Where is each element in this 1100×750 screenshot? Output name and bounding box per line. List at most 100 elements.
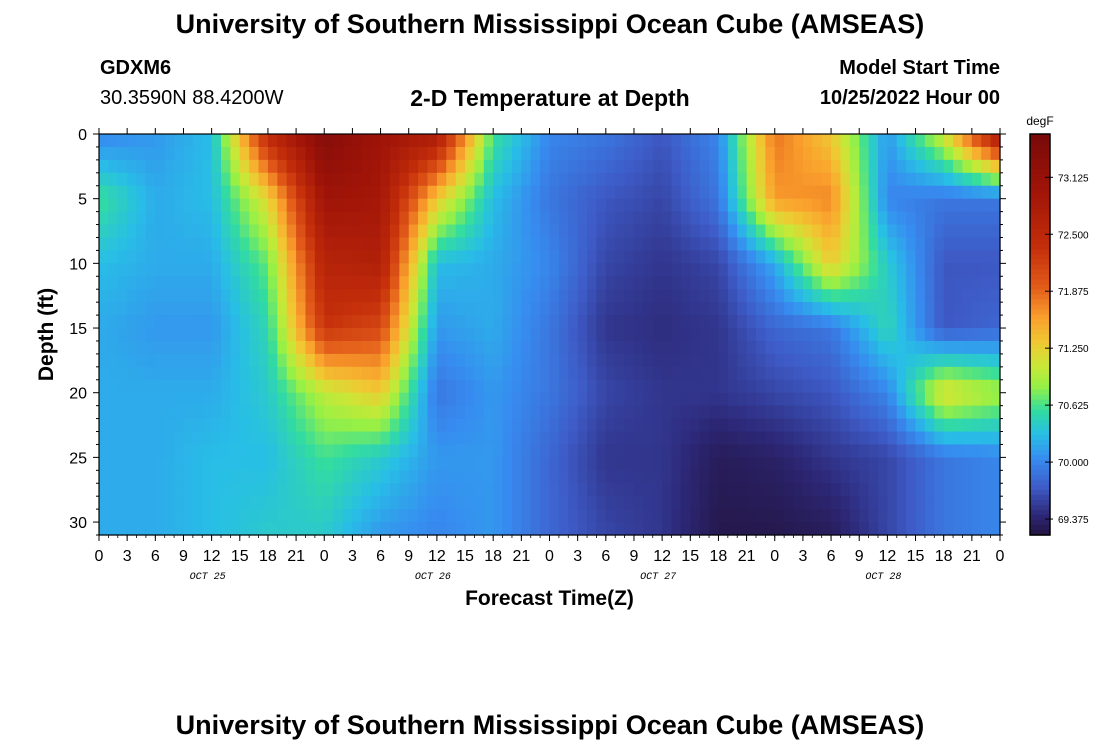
heatmap-cell [849, 276, 860, 290]
heatmap-cell [990, 185, 1001, 200]
heatmap-cell [192, 366, 203, 381]
heatmap-cell [587, 328, 598, 342]
heatmap-cell [361, 522, 372, 536]
heatmap-cell [699, 418, 710, 433]
heatmap-cell [408, 379, 419, 394]
heatmap-cell [286, 159, 297, 174]
heatmap-cell [831, 328, 842, 342]
heatmap-cell [530, 366, 541, 381]
heatmap-cell [587, 263, 598, 277]
heatmap-cell [136, 315, 147, 329]
colorbar-segment [1030, 324, 1050, 331]
heatmap-cell [774, 134, 785, 148]
heatmap-cell [296, 405, 307, 420]
heatmap-cell [145, 340, 156, 355]
heatmap-cell [840, 289, 851, 303]
heatmap-cell [962, 237, 973, 252]
heatmap-cell [371, 224, 382, 239]
heatmap-cell [877, 483, 888, 497]
heatmap-cell [211, 289, 222, 303]
heatmap-cell [277, 522, 288, 536]
heatmap-cell [981, 392, 992, 407]
heatmap-cell [962, 276, 973, 290]
colorbar-segment [1030, 154, 1050, 160]
heatmap-cell [521, 250, 532, 264]
heatmap-cell [540, 172, 551, 187]
heatmap-cell [662, 444, 673, 458]
heatmap-cell [709, 224, 720, 239]
heatmap-cell [99, 237, 109, 252]
heatmap-cell [352, 340, 363, 355]
heatmap-cell [267, 328, 278, 342]
heatmap-cell [605, 198, 616, 213]
heatmap-cell [174, 198, 185, 213]
heatmap-cell [859, 522, 870, 536]
heatmap-cell [690, 198, 701, 213]
heatmap-cell [690, 353, 701, 368]
heatmap-cell [474, 159, 485, 174]
heatmap-cell [408, 302, 419, 316]
heatmap-cell [709, 198, 720, 213]
heatmap-cell [352, 237, 363, 252]
heatmap-cell [117, 211, 128, 226]
heatmap-cell [615, 276, 626, 290]
heatmap-cell [211, 185, 222, 200]
heatmap-cell [605, 211, 616, 226]
heatmap-cell [408, 470, 419, 484]
heatmap-cell [221, 431, 231, 446]
heatmap-cell [371, 276, 382, 290]
heatmap-cell [802, 522, 813, 536]
heatmap-cell [418, 185, 429, 200]
heatmap-cell [737, 250, 748, 264]
heatmap-cell [671, 392, 682, 407]
colorbar-segment [1030, 189, 1050, 195]
heatmap-cell [361, 263, 372, 277]
heatmap-cell [943, 224, 954, 239]
heatmap-cell [859, 405, 870, 420]
heatmap-cell [108, 392, 119, 407]
heatmap-cell [615, 198, 626, 213]
heatmap-cell [774, 250, 785, 264]
heatmap-cell [286, 509, 297, 523]
heatmap-cell [408, 289, 419, 303]
heatmap-cell [549, 509, 560, 523]
heatmap-cell [699, 211, 710, 226]
heatmap-cell [361, 159, 372, 174]
heatmap-cell [277, 159, 288, 174]
heatmap-cell [371, 172, 382, 187]
heatmap-cell [371, 159, 382, 174]
heatmap-cell [587, 418, 598, 433]
heatmap-cell [108, 353, 119, 368]
heatmap-cell [136, 353, 147, 368]
heatmap-cell [709, 315, 720, 329]
heatmap-cell [755, 379, 766, 394]
heatmap-cell [455, 302, 466, 316]
heatmap-cell [174, 431, 185, 446]
heatmap-cell [380, 457, 391, 471]
heatmap-cell [558, 340, 569, 355]
heatmap-cell [108, 172, 119, 187]
heatmap-cell [418, 276, 429, 290]
heatmap-cell [493, 418, 504, 433]
heatmap-cell [493, 289, 504, 303]
heatmap-cell [577, 172, 588, 187]
heatmap-cell [746, 509, 757, 523]
heatmap-cell [934, 185, 945, 200]
heatmap-cell [812, 353, 823, 368]
heatmap-cell [324, 237, 335, 252]
heatmap-cell [436, 250, 447, 264]
heatmap-cell [699, 263, 710, 277]
heatmap-cell [145, 263, 156, 277]
heatmap-cell [652, 340, 663, 355]
heatmap-cell [333, 392, 344, 407]
heatmap-cell [493, 353, 504, 368]
heatmap-cell [812, 211, 823, 226]
heatmap-cell [849, 431, 860, 446]
heatmap-cell [709, 496, 720, 510]
heatmap-cell [174, 444, 185, 458]
heatmap-cell [568, 522, 579, 536]
heatmap-cell [258, 509, 269, 523]
heatmap-cell [877, 146, 888, 161]
heatmap-cell [286, 134, 297, 148]
heatmap-cell [164, 146, 175, 161]
